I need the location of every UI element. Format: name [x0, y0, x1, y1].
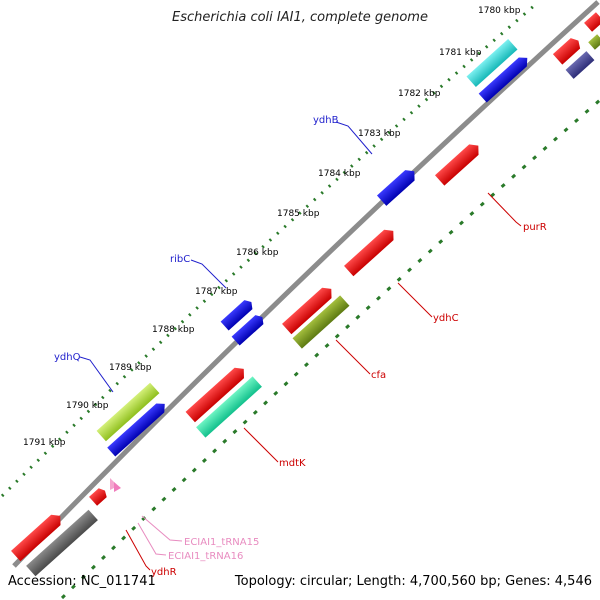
- leader-trna16: [137, 522, 167, 556]
- gene-olive-edge[interactable]: [588, 34, 600, 50]
- leader-mdtK: [243, 427, 279, 463]
- gene-ydhC[interactable]: [344, 226, 398, 277]
- genome-backbone: [12, 0, 600, 568]
- trna-markers[interactable]: [110, 478, 121, 492]
- label-ydhQ[interactable]: ydhQ: [54, 352, 81, 363]
- genome-summary-text: Topology: circular; Length: 4,700,560 bp…: [234, 574, 592, 589]
- tick-1786: 1786 kbp: [236, 248, 279, 258]
- tick-1781: 1781 kbp: [439, 48, 482, 58]
- gene-ydhB[interactable]: [376, 166, 419, 206]
- leader-cfa: [335, 339, 371, 375]
- gene-ydhQ[interactable]: [96, 382, 160, 442]
- leader-ribC: [190, 259, 227, 289]
- tick-labels: 1780 kbp 1781 kbp 1782 kbp 1783 kbp 1784…: [23, 6, 521, 448]
- label-trna16[interactable]: ECIAI1_tRNA16: [168, 551, 243, 562]
- gene-labels: ydhB ribC ydhQ purR ydhC cfa mdtK ydhR E…: [54, 115, 547, 578]
- label-purR[interactable]: purR: [523, 222, 547, 233]
- label-ribC[interactable]: ribC: [170, 254, 190, 265]
- leader-ydhQ: [79, 356, 114, 393]
- gene-blue-top[interactable]: [478, 53, 532, 103]
- gene-small-red[interactable]: [89, 486, 109, 506]
- gene-gray-bottom[interactable]: [26, 509, 98, 577]
- leader-purR: [487, 192, 522, 227]
- leader-ydhC: [397, 282, 433, 318]
- label-leaders: [79, 121, 522, 571]
- leader-ydhR: [125, 529, 151, 571]
- tick-1780: 1780 kbp: [478, 6, 521, 16]
- gene-blue-ydhQ-pair[interactable]: [107, 399, 169, 457]
- tick-1785: 1785 kbp: [277, 209, 320, 219]
- label-trna15[interactable]: ECIAI1_tRNA15: [184, 537, 259, 548]
- leader-trna15: [141, 515, 183, 542]
- gene-red-topright[interactable]: [552, 35, 583, 65]
- gene-ribC[interactable]: [220, 297, 256, 331]
- gene-mdtK[interactable]: [196, 376, 262, 438]
- tick-1791: 1791 kbp: [23, 438, 66, 448]
- gene-red-cfa-pair[interactable]: [282, 284, 336, 335]
- gene-red-edge[interactable]: [584, 12, 600, 32]
- label-ydhB[interactable]: ydhB: [313, 115, 339, 126]
- gene-navy-topright[interactable]: [565, 51, 595, 79]
- gene-cfa[interactable]: [292, 295, 350, 349]
- tick-1790: 1790 kbp: [66, 401, 109, 411]
- gene-cyan-top[interactable]: [466, 39, 518, 87]
- tick-1783: 1783 kbp: [358, 129, 401, 139]
- tick-1782: 1782 kbp: [398, 89, 441, 99]
- tick-1784: 1784 kbp: [318, 169, 361, 179]
- tick-1789: 1789 kbp: [109, 363, 152, 373]
- label-cfa[interactable]: cfa: [371, 370, 386, 381]
- gene-blue-ribC-pair[interactable]: [231, 312, 267, 346]
- tick-1787: 1787 kbp: [195, 287, 238, 297]
- label-ydhR[interactable]: ydhR: [151, 567, 177, 578]
- label-mdtK[interactable]: mdtK: [279, 458, 306, 469]
- tick-1788: 1788 kbp: [152, 325, 195, 335]
- label-ydhC[interactable]: ydhC: [433, 313, 459, 324]
- map-title: Escherichia coli IAI1, complete genome: [172, 10, 428, 25]
- gene-purR[interactable]: [434, 140, 483, 186]
- gene-red-mdtK-pair[interactable]: [185, 364, 249, 423]
- leader-ydhB: [335, 121, 373, 155]
- gene-red-bottom[interactable]: [11, 511, 65, 562]
- accession-text: Accession: NC_011741: [8, 574, 156, 589]
